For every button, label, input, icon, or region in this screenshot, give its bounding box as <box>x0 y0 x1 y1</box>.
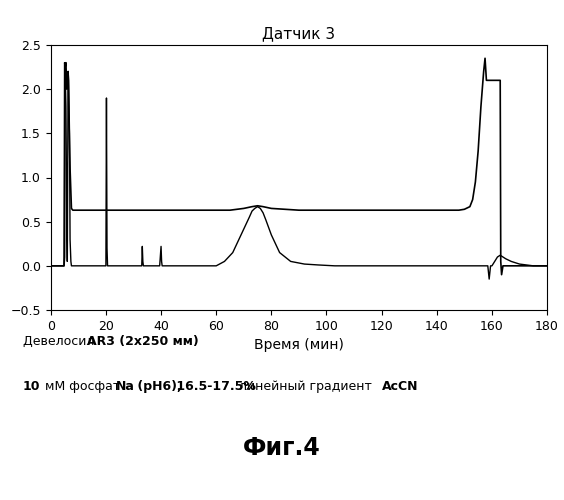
Text: 16.5-17.5%: 16.5-17.5% <box>172 380 256 393</box>
Text: 10: 10 <box>23 380 40 393</box>
Title: Датчик 3: Датчик 3 <box>262 26 336 41</box>
Text: AR3 (2х250 мм): AR3 (2х250 мм) <box>87 335 199 348</box>
Text: Девелосил: Девелосил <box>23 335 98 348</box>
Text: линейный градиент: линейный градиент <box>235 380 376 393</box>
Text: Фиг.4: Фиг.4 <box>243 436 321 460</box>
Text: AcCN: AcCN <box>382 380 419 393</box>
Text: (pH6),: (pH6), <box>133 380 181 393</box>
Text: Na: Na <box>116 380 134 393</box>
Text: мМ фосфат: мМ фосфат <box>41 380 124 393</box>
X-axis label: Время (мин): Время (мин) <box>254 338 344 352</box>
